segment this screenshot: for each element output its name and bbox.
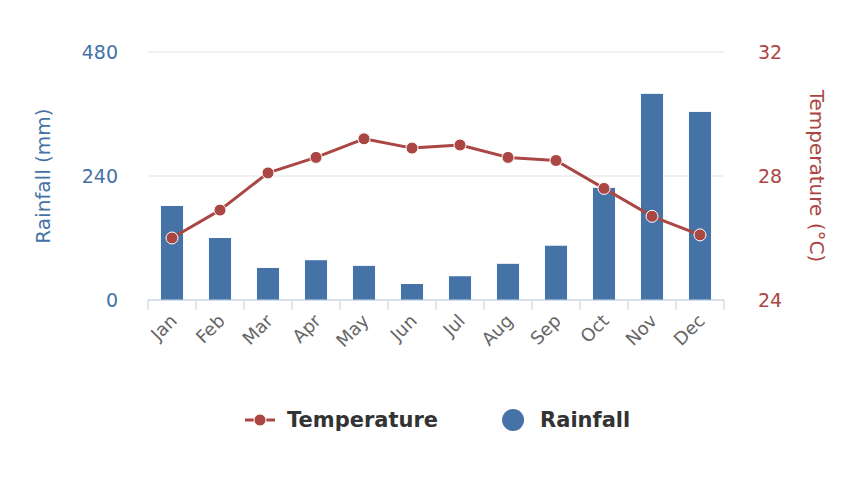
temperature-marker [454, 139, 466, 151]
y2-tick [724, 176, 728, 177]
bar [449, 276, 471, 300]
bar [641, 94, 663, 300]
legend-label: Rainfall [540, 408, 630, 432]
x-tick-label: Jan [146, 310, 181, 345]
x-tick [292, 300, 293, 310]
y-tick-label: 0 [106, 289, 118, 311]
x-tick-label: Feb [191, 310, 228, 347]
y-tick-label: 480 [82, 41, 118, 63]
x-tick [148, 300, 149, 310]
temperature-marker [694, 229, 706, 241]
temperature-marker [262, 167, 274, 179]
chart: 0 240 480 24 28 32 Rainfall (mm) Temperature (°… [0, 0, 860, 480]
temperature-marker [406, 142, 418, 154]
bar [497, 264, 519, 300]
x-tick-label: Sep [526, 310, 565, 349]
x-tick [580, 300, 581, 310]
legend: Temperature Rainfall [245, 408, 630, 432]
grid-line [148, 52, 724, 53]
y2-tick [724, 52, 728, 53]
temperature-marker [598, 182, 610, 194]
temperature-line [172, 139, 700, 238]
temperature-marker [550, 155, 562, 167]
x-tick-label: Jul [438, 310, 469, 341]
temperature-marker [646, 210, 658, 222]
bar [353, 266, 375, 300]
x-tick-label: Apr [288, 310, 325, 347]
x-tick [628, 300, 629, 310]
x-tick-label: Mar [238, 310, 277, 349]
x-tick-label: Jun [385, 310, 420, 345]
x-tick-label: Oct [576, 310, 613, 347]
y2-tick-label: 24 [758, 289, 782, 311]
temperature-marker [214, 204, 226, 216]
y2-axis-title: Temperature (°C) [805, 89, 829, 263]
legend-label: Temperature [287, 408, 438, 432]
x-tick [724, 300, 725, 310]
x-tick [388, 300, 389, 310]
bar [401, 284, 423, 300]
x-tick [340, 300, 341, 310]
x-tick [676, 300, 677, 310]
bar [209, 238, 231, 300]
x-tick-label: Dec [669, 310, 708, 349]
bar [305, 260, 327, 300]
y-axis-title: Rainfall (mm) [31, 108, 55, 243]
y2-tick-label: 28 [758, 165, 782, 187]
x-tick-label: Aug [477, 310, 517, 350]
x-tick [244, 300, 245, 310]
legend-symbol [502, 409, 524, 431]
x-tick-label: May [332, 310, 373, 351]
plot-area [161, 94, 711, 300]
x-tick [436, 300, 437, 310]
x-tick [196, 300, 197, 310]
temperature-marker [166, 232, 178, 244]
temperature-marker [502, 151, 514, 163]
grid-line [148, 176, 724, 177]
x-tick [484, 300, 485, 310]
y-tick-label: 240 [82, 165, 118, 187]
x-tick [532, 300, 533, 310]
bar [161, 206, 183, 300]
y2-tick [724, 300, 728, 301]
y2-tick-label: 32 [758, 41, 782, 63]
temperature-marker [358, 133, 370, 145]
temperature-marker [310, 151, 322, 163]
legend-symbol [254, 414, 266, 426]
x-tick-label: Nov [621, 310, 661, 350]
bar [593, 188, 615, 300]
bar [257, 268, 279, 300]
bar [689, 112, 711, 300]
bar [545, 246, 567, 300]
